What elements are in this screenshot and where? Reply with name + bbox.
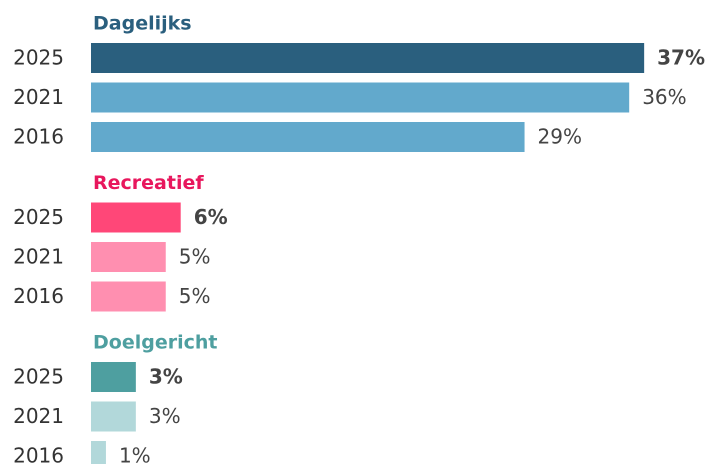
year-label: 2021 — [13, 245, 64, 269]
year-label: 2016 — [13, 284, 64, 308]
value-label: 3% — [149, 365, 183, 389]
group-title: Dagelijks — [93, 13, 192, 35]
group-title: Doelgericht — [93, 332, 217, 354]
year-label: 2016 — [13, 125, 64, 149]
bar — [91, 441, 106, 464]
bar — [91, 362, 136, 392]
value-label: 36% — [642, 85, 686, 109]
value-label: 1% — [119, 444, 151, 464]
group-title: Recreatief — [93, 172, 204, 194]
year-label: 2021 — [13, 85, 64, 109]
bar — [91, 281, 166, 312]
bar — [91, 202, 181, 233]
value-label: 3% — [149, 404, 181, 428]
value-label: 5% — [179, 284, 211, 308]
year-label: 2016 — [13, 444, 64, 464]
year-label: 2021 — [13, 404, 64, 428]
bar — [91, 43, 645, 73]
year-label: 2025 — [13, 46, 64, 70]
value-label: 29% — [538, 125, 582, 149]
value-label: 5% — [179, 245, 211, 269]
bar — [91, 122, 525, 152]
year-label: 2025 — [13, 365, 64, 389]
bar — [91, 242, 166, 272]
value-label: 37% — [657, 46, 705, 70]
year-label: 2025 — [13, 205, 64, 229]
value-label: 6% — [194, 205, 228, 229]
bar — [91, 82, 630, 113]
bar — [91, 401, 136, 432]
